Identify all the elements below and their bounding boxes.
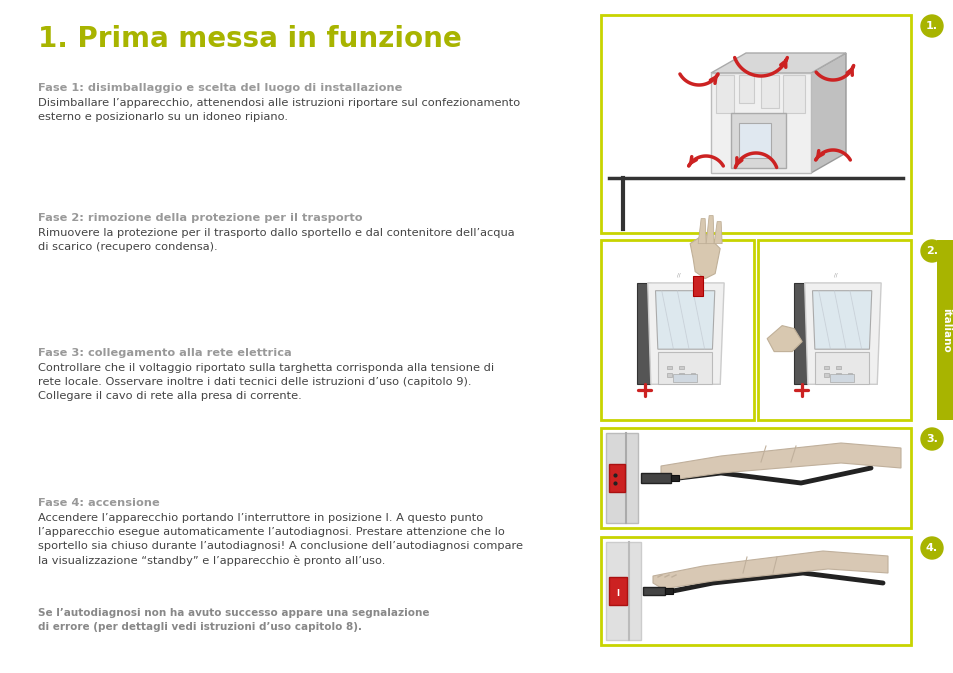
- Bar: [710, 73, 810, 173]
- Polygon shape: [660, 443, 900, 480]
- Bar: [666, 365, 671, 369]
- Polygon shape: [647, 283, 723, 384]
- Bar: [642, 587, 664, 595]
- Text: Fase 1: disimballaggio e scelta del luogo di installazione: Fase 1: disimballaggio e scelta del luog…: [38, 83, 402, 93]
- Bar: [658, 351, 712, 384]
- Bar: [936, 240, 953, 420]
- Bar: [608, 464, 624, 492]
- Polygon shape: [705, 215, 714, 244]
- Bar: [760, 75, 779, 108]
- Text: Fase 4: accensione: Fase 4: accensione: [38, 498, 159, 508]
- Text: Controllare che il voltaggio riportato sulla targhetta corrisponda alla tensione: Controllare che il voltaggio riportato s…: [38, 363, 494, 401]
- Circle shape: [920, 428, 942, 450]
- Text: italiano: italiano: [940, 308, 950, 353]
- Bar: [679, 365, 683, 369]
- Polygon shape: [652, 551, 887, 589]
- Text: Se l’autodiagnosi non ha avuto successo appare una segnalazione
di errore (per d: Se l’autodiagnosi non ha avuto successo …: [38, 608, 429, 632]
- Bar: [636, 283, 650, 384]
- Bar: [835, 374, 840, 376]
- Polygon shape: [812, 291, 871, 349]
- Text: //: //: [833, 273, 837, 277]
- Text: 2.: 2.: [925, 246, 937, 256]
- Bar: [600, 15, 910, 233]
- Bar: [739, 75, 753, 103]
- Text: 3.: 3.: [925, 434, 937, 444]
- Polygon shape: [804, 283, 881, 384]
- Bar: [673, 374, 696, 382]
- Text: I: I: [616, 588, 618, 598]
- Polygon shape: [766, 326, 801, 351]
- Bar: [600, 428, 910, 528]
- Bar: [829, 374, 853, 382]
- Bar: [823, 374, 828, 376]
- Circle shape: [920, 240, 942, 262]
- Circle shape: [920, 537, 942, 559]
- Bar: [640, 473, 670, 483]
- Bar: [823, 365, 828, 369]
- Text: Rimuovere la protezione per il trasporto dallo sportello e dal contenitore dell’: Rimuovere la protezione per il trasporto…: [38, 228, 514, 252]
- Text: Fase 2: rimozione della protezione per il trasporto: Fase 2: rimozione della protezione per i…: [38, 213, 362, 223]
- Bar: [693, 276, 702, 295]
- Text: 1.: 1.: [925, 21, 937, 31]
- Bar: [600, 240, 753, 420]
- Bar: [670, 475, 679, 481]
- Text: Fase 3: collegamento alla rete elettrica: Fase 3: collegamento alla rete elettrica: [38, 348, 292, 358]
- Bar: [666, 374, 671, 376]
- Bar: [690, 374, 695, 376]
- Bar: [716, 75, 733, 113]
- Bar: [814, 351, 868, 384]
- Bar: [679, 374, 683, 376]
- Bar: [782, 75, 804, 113]
- Polygon shape: [714, 221, 721, 244]
- Bar: [758, 240, 910, 420]
- Bar: [846, 374, 851, 376]
- Polygon shape: [710, 53, 845, 73]
- Bar: [605, 433, 638, 523]
- Bar: [835, 365, 840, 369]
- Bar: [739, 123, 770, 158]
- Polygon shape: [689, 234, 720, 279]
- Text: 1. Prima messa in funzione: 1. Prima messa in funzione: [38, 25, 461, 53]
- Bar: [793, 283, 807, 384]
- Circle shape: [920, 15, 942, 37]
- Text: //: //: [677, 273, 679, 277]
- Bar: [600, 537, 910, 645]
- Bar: [664, 588, 672, 594]
- Polygon shape: [655, 291, 714, 349]
- Text: Accendere l’apparecchio portando l’interruttore in posizione I. A questo punto
l: Accendere l’apparecchio portando l’inter…: [38, 513, 522, 566]
- Text: Disimballare l’apparecchio, attenendosi alle istruzioni riportare sul confeziona: Disimballare l’apparecchio, attenendosi …: [38, 98, 519, 122]
- Text: 4.: 4.: [925, 543, 937, 553]
- Polygon shape: [810, 53, 845, 173]
- Bar: [608, 577, 626, 605]
- Bar: [730, 113, 785, 168]
- Bar: [605, 542, 640, 640]
- Polygon shape: [698, 219, 705, 244]
